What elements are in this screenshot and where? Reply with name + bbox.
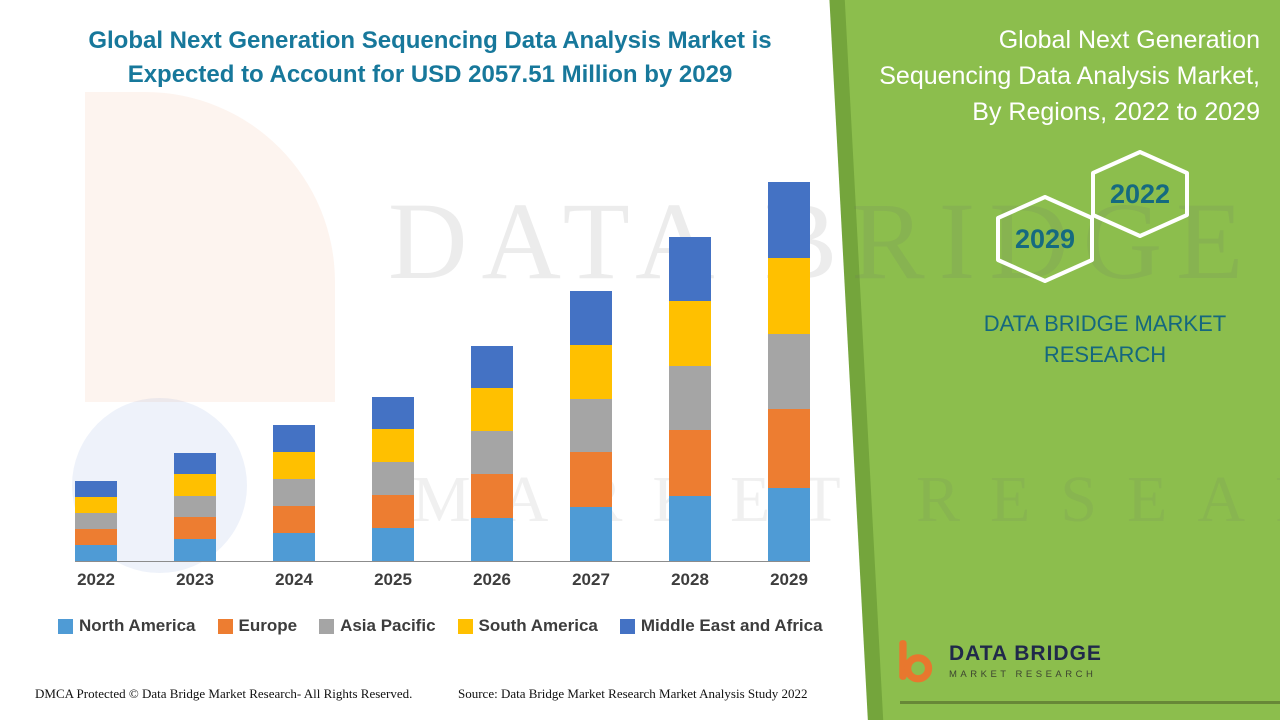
watermark-text-data-bridge: DATA BRIDGE xyxy=(388,180,1258,302)
bar-segment xyxy=(768,258,810,334)
legend-item: Middle East and Africa xyxy=(619,616,823,636)
x-axis-labels: 2022 2023 2024 2025 2026 2027 2028 2029 xyxy=(75,570,810,590)
bar-segment xyxy=(174,495,216,518)
bar-segment xyxy=(768,487,810,561)
hexagon-2022: 2022 xyxy=(1091,150,1189,238)
data-bridge-logo-icon xyxy=(899,640,933,683)
bar-2029 xyxy=(768,182,810,561)
bar-2024 xyxy=(273,424,315,561)
chart-title: Global Next Generation Sequencing Data A… xyxy=(30,24,830,92)
bar-segment xyxy=(768,333,810,409)
x-axis-label: 2023 xyxy=(176,570,214,589)
legend-label: Europe xyxy=(238,616,298,635)
bar-segment xyxy=(570,398,612,453)
bar-segment xyxy=(669,430,711,496)
legend-swatch xyxy=(217,618,233,634)
bar-segment xyxy=(471,431,513,475)
dmca-notice: DMCA Protected © Data Bridge Market Rese… xyxy=(35,686,413,701)
bar-segment xyxy=(273,451,315,479)
x-axis-label: 2024 xyxy=(275,570,313,589)
bar-segment xyxy=(570,452,612,507)
bar-segment xyxy=(669,495,711,561)
x-axis-label: 2022 xyxy=(77,570,115,589)
legend-swatch xyxy=(319,618,335,634)
legend-label: Asia Pacific xyxy=(340,616,436,635)
bar-2023 xyxy=(174,452,216,561)
footer-logo-tagline: MARKET RESEARCH xyxy=(949,669,1097,680)
legend-swatch xyxy=(619,618,635,634)
hexagon-2029-label: 2029 xyxy=(1015,224,1075,254)
footer-logo: DATA BRIDGE MARKET RESEARCH xyxy=(893,638,1102,684)
x-axis-label: 2026 xyxy=(473,570,511,589)
hexagon-2022-label: 2022 xyxy=(1110,179,1170,209)
hexagon-2029: 2029 xyxy=(996,195,1094,283)
bar-segment xyxy=(669,301,711,366)
bar-segment xyxy=(669,365,711,431)
chart-title-line2: Expected to Account for USD 2057.51 Mill… xyxy=(127,61,733,88)
bar-2025 xyxy=(372,396,414,561)
bar-segment xyxy=(471,474,513,518)
bar-segment xyxy=(570,506,612,561)
bar-segment xyxy=(273,424,315,452)
bar-segment xyxy=(570,344,612,399)
legend-label: North America xyxy=(79,616,196,635)
x-axis-label: 2025 xyxy=(374,570,412,589)
bar-segment xyxy=(471,345,513,389)
bar-segment xyxy=(174,539,216,561)
bar-segment xyxy=(372,396,414,430)
bar-segment xyxy=(669,237,711,302)
bar-2028 xyxy=(669,237,711,561)
bar-segment xyxy=(75,528,117,545)
bar-segment xyxy=(471,388,513,432)
bar-segment xyxy=(768,182,810,259)
chart-legend: North America Europe Asia Pacific South Ame… xyxy=(58,616,838,636)
footer-logo-underline xyxy=(900,701,1280,704)
legend-label: Middle East and Africa xyxy=(640,616,823,635)
bar-segment xyxy=(372,494,414,528)
hexagon-2029-outline xyxy=(996,195,1094,283)
watermark-text-market-research: MARKET RESEARCH xyxy=(412,463,1280,536)
legend-item: South America xyxy=(457,616,598,636)
bar-segment xyxy=(570,291,612,345)
x-axis-label: 2027 xyxy=(572,570,610,589)
bar-segment xyxy=(273,478,315,507)
x-axis-label: 2029 xyxy=(770,570,808,589)
legend-item: Europe xyxy=(217,616,298,636)
chart-title-line1: Global Next Generation Sequencing Data A… xyxy=(88,27,772,54)
brand-name: DATA BRIDGE MARKET RESEARCH xyxy=(983,311,1227,367)
bar-2022 xyxy=(75,481,117,561)
bar-segment xyxy=(273,506,315,534)
source-note: Source: Data Bridge Market Research Mark… xyxy=(458,686,808,701)
bar-segment xyxy=(75,496,117,513)
legend-label: South America xyxy=(478,616,598,635)
footer-logo-name: DATA BRIDGE xyxy=(949,642,1102,665)
bar-segment xyxy=(471,517,513,561)
bar-segment xyxy=(273,533,315,561)
bar-segment xyxy=(768,408,810,488)
bar-segment xyxy=(372,527,414,561)
legend-item: North America xyxy=(58,616,196,636)
x-axis-label: 2028 xyxy=(671,570,709,589)
side-panel-title: Global Next Generation Sequencing Data A… xyxy=(879,26,1260,126)
bar-segment xyxy=(75,512,117,529)
bar-2026 xyxy=(471,345,513,561)
legend-swatch xyxy=(58,618,73,634)
hexagon-2022-outline xyxy=(1091,150,1189,238)
legend-swatch xyxy=(457,618,473,634)
bar-segment xyxy=(174,517,216,540)
bar-segment xyxy=(75,481,117,497)
bar-2027 xyxy=(570,291,612,561)
bar-segment xyxy=(75,544,117,561)
bar-segment xyxy=(372,462,414,495)
bar-segment xyxy=(372,429,414,463)
bar-segment xyxy=(174,452,216,475)
plot-area xyxy=(75,156,810,562)
legend-item: Asia Pacific xyxy=(319,616,436,636)
bar-segment xyxy=(174,474,216,496)
